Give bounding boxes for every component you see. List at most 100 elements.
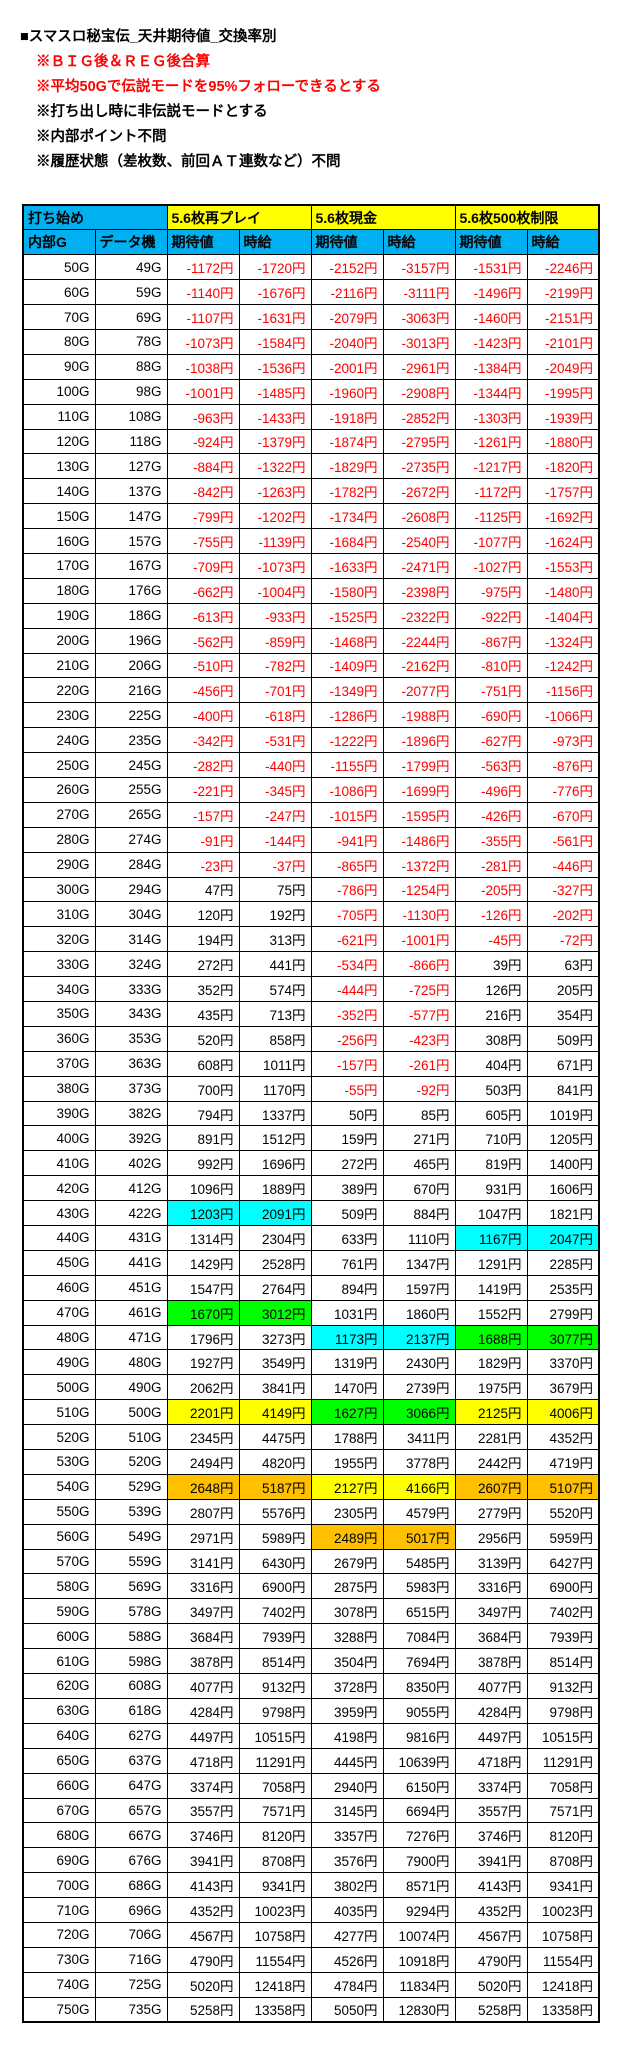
value-cell: 2764円 (238, 1274, 312, 1301)
table-row: 690G 676G 3941円 8708円 3576円 7900円 3941円 8708円 (22, 1847, 600, 1874)
value-cell: -670円 (526, 801, 600, 828)
value-cell: 4497円 (166, 1722, 240, 1749)
table-row: 470G 461G 1670円 3012円 1031円 1860円 1552円 2799円 (22, 1299, 600, 1326)
table-row: 440G 431G 1314円 2304円 633円 1110円 1167円 2047円 (22, 1225, 600, 1251)
game-count-cell: 255G (94, 776, 168, 803)
value-cell: -126円 (454, 901, 528, 928)
table-row: 430G 422G 1203円 2091円 509円 884円 1047円 1821円 (22, 1200, 600, 1227)
value-cell: -1372円 (382, 851, 456, 878)
game-count-cell: 520G (94, 1449, 168, 1475)
value-cell: 5258円 (454, 1996, 528, 2023)
value-cell: 3549円 (238, 1349, 312, 1376)
table-row: 510G 500G 2201円 4149円 1627円 3066円 2125円 4006円 (22, 1399, 600, 1426)
value-cell: 5107円 (526, 1473, 600, 1500)
game-count-cell: 647G (94, 1772, 168, 1799)
value-cell: -221円 (166, 776, 240, 803)
game-count-cell: 676G (94, 1847, 168, 1874)
value-cell: -1820円 (526, 453, 600, 480)
value-cell: -281円 (454, 851, 528, 878)
value-cell: -2162円 (382, 652, 456, 679)
value-cell: 435円 (166, 1001, 240, 1027)
value-cell: -842円 (166, 478, 240, 505)
value-cell: 3684円 (454, 1623, 528, 1650)
value-cell: 216円 (454, 1001, 528, 1027)
value-cell: -662円 (166, 577, 240, 604)
value-cell: 574円 (238, 976, 312, 1002)
game-count-cell: 200G (22, 627, 96, 654)
value-cell: 8350円 (382, 1673, 456, 1699)
game-count-cell: 350G (22, 1001, 96, 1027)
game-count-cell: 470G (22, 1299, 96, 1326)
value-cell: 1552円 (454, 1299, 528, 1326)
game-count-cell: 290G (22, 851, 96, 878)
value-cell: -446円 (526, 851, 600, 878)
game-count-cell: 610G (22, 1648, 96, 1675)
value-cell: -1222円 (310, 727, 384, 754)
value-cell: 39円 (454, 951, 528, 978)
table-row: 500G 490G 2062円 3841円 1470円 2739円 1975円 3679円 (22, 1374, 600, 1401)
value-cell: 1011円 (238, 1050, 312, 1077)
value-cell: -1757円 (526, 478, 600, 505)
value-cell: 4497円 (454, 1722, 528, 1749)
value-cell: -23円 (166, 851, 240, 878)
value-cell: 1788円 (310, 1424, 384, 1451)
table-row: 240G 235G -342円 -531円 -1222円 -1896円 -627円 -973円 (22, 727, 600, 754)
value-cell: 8708円 (526, 1847, 600, 1874)
value-cell: 7058円 (238, 1772, 312, 1799)
game-count-cell: 460G (22, 1274, 96, 1301)
value-cell: 6694円 (382, 1797, 456, 1824)
value-cell: 4567円 (454, 1921, 528, 1948)
value-cell: 1512円 (238, 1125, 312, 1152)
note-line: ※平均50Gで伝説モードを95%フォローできるとする (36, 79, 381, 95)
game-count-cell: 180G (22, 577, 96, 604)
value-cell: 192円 (238, 901, 312, 928)
table-row: 550G 539G 2807円 5576円 2305円 4579円 2779円 5520円 (22, 1498, 600, 1525)
table-row: 360G 353G 520円 858円 -256円 -423円 308円 509円 (22, 1025, 600, 1052)
value-cell: -1960円 (310, 378, 384, 405)
value-cell: -205円 (454, 876, 528, 903)
table-row: 340G 333G 352円 574円 -444円 -725円 126円 205円 (22, 976, 600, 1002)
value-cell: 389円 (310, 1175, 384, 1202)
game-count-cell: 343G (94, 1001, 168, 1027)
value-cell: -423円 (382, 1025, 456, 1052)
value-cell: 3066円 (382, 1399, 456, 1426)
value-cell: 894円 (310, 1274, 384, 1301)
table-row: 540G 529G 2648円 5187円 2127円 4166円 2607円 5107円 (22, 1473, 600, 1500)
game-count-cell: 620G (22, 1673, 96, 1699)
game-count-cell: 69G (94, 304, 168, 330)
game-count-cell: 59G (94, 279, 168, 306)
value-cell: 3374円 (166, 1772, 240, 1799)
value-cell: -1584円 (238, 328, 312, 355)
value-cell: 4718円 (166, 1747, 240, 1774)
value-cell: -1349円 (310, 677, 384, 704)
value-cell: 7276円 (382, 1822, 456, 1849)
value-cell: -866円 (382, 951, 456, 978)
value-cell: 4198円 (310, 1722, 384, 1749)
value-cell: 3357円 (310, 1822, 384, 1849)
group-header-cell: 5.6枚500枚制限 (454, 204, 600, 231)
value-cell: 4719円 (526, 1449, 600, 1475)
value-cell: 2345円 (166, 1424, 240, 1451)
value-cell: 354円 (526, 1001, 600, 1027)
value-cell: 404円 (454, 1050, 528, 1077)
value-cell: 4579円 (382, 1498, 456, 1525)
game-count-cell: 363G (94, 1050, 168, 1077)
table-row: 740G 725G 5020円 12418円 4784円 11834円 5020円 12418… (22, 1971, 600, 1998)
table-row: 600G 588G 3684円 7939円 3288円 7084円 3684円 7939円 (22, 1623, 600, 1650)
game-count-cell: 50G (22, 254, 96, 281)
value-cell: 1170円 (238, 1075, 312, 1102)
game-count-cell: 660G (22, 1772, 96, 1799)
value-cell: -705円 (310, 901, 384, 928)
value-cell: -1525円 (310, 602, 384, 629)
value-cell: -1433円 (238, 403, 312, 430)
value-cell: 605円 (454, 1100, 528, 1127)
value-cell: -1001円 (382, 926, 456, 953)
game-count-cell: 471G (94, 1324, 168, 1351)
game-count-cell: 696G (94, 1897, 168, 1923)
value-cell: 3679円 (526, 1374, 600, 1401)
value-cell: 794円 (166, 1100, 240, 1127)
value-cell: 1597円 (382, 1274, 456, 1301)
table-row: 320G 314G 194円 313円 -621円 -1001円 -45円 -72円 (22, 926, 600, 953)
group-header-row: 打ち始め 5.6枚再プレイ 5.6枚現金 5.6枚500枚制限 (22, 204, 600, 231)
